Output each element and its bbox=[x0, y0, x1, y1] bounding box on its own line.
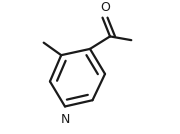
Text: N: N bbox=[60, 113, 70, 126]
Text: O: O bbox=[100, 1, 110, 14]
